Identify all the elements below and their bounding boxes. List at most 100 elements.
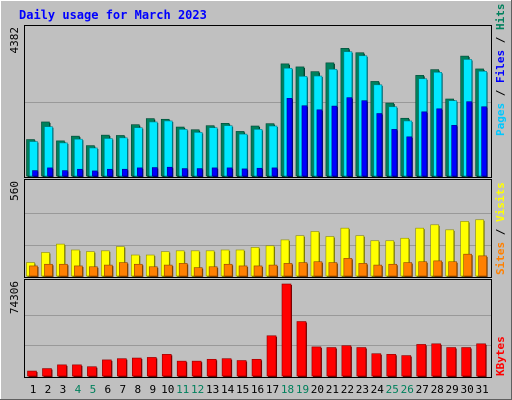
legend-panel-2: Sites / Visits: [494, 182, 507, 275]
sites-bar-day-10: [163, 264, 173, 277]
sites-bar-day-12: [193, 267, 203, 277]
x-tick-label-day-17: 17: [266, 383, 279, 396]
sites-bar-day-25: [388, 263, 398, 277]
kbytes-bar-day-7: [117, 358, 127, 377]
pages-bar-day-11: [181, 168, 188, 177]
sites-bar-day-20: [313, 261, 323, 277]
kbytes-bar-day-24: [371, 353, 382, 377]
legend-files: Files: [494, 50, 507, 83]
kbytes-bar-day-29: [446, 347, 456, 377]
kbytes-bar-day-22: [341, 345, 352, 377]
pages-bar-day-3: [62, 170, 68, 177]
x-tick-label-day-10: 10: [161, 383, 174, 396]
kbytes-bar-day-14: [221, 358, 232, 377]
sites-bar-day-11: [178, 263, 188, 277]
x-tick-label-day-19: 19: [296, 383, 309, 396]
x-tick-label-day-27: 27: [416, 383, 429, 396]
pages-bar-day-27: [421, 111, 428, 177]
kbytes-bar-day-8: [131, 357, 142, 377]
x-tick-label-day-20: 20: [311, 383, 324, 396]
sites-bar-day-5: [89, 266, 98, 277]
pages-bar-day-22: [346, 97, 353, 177]
legend-visits: Visits: [494, 182, 507, 222]
sites-bar-day-26: [403, 262, 413, 277]
sites-bar-day-16: [253, 265, 263, 277]
x-tick-label-day-23: 23: [356, 383, 369, 396]
sites-bar-day-1: [29, 265, 38, 277]
x-tick-label-day-7: 7: [120, 383, 127, 396]
x-tick-label-day-12: 12: [191, 383, 204, 396]
sites-bar-day-29: [448, 261, 457, 277]
pages-bar-day-2: [47, 167, 53, 177]
panel-2-frame: [24, 179, 492, 278]
x-tick-label-day-28: 28: [431, 383, 444, 396]
x-tick-label-day-3: 3: [60, 383, 67, 396]
kbytes-bar-day-5: [87, 366, 97, 377]
legend-separator: /: [494, 30, 507, 50]
x-tick-label-day-31: 31: [475, 383, 488, 396]
pages-bar-day-15: [241, 168, 248, 177]
pages-bar-day-12: [196, 168, 203, 177]
panel-2-ymax-label: 560: [8, 181, 21, 201]
kbytes-bar-day-20: [311, 346, 322, 377]
pages-bar-day-13: [211, 167, 218, 177]
sites-bar-day-31: [478, 255, 487, 277]
x-tick-label-day-26: 26: [401, 383, 414, 396]
sites-bar-day-17: [268, 264, 278, 277]
kbytes-bar-day-30: [461, 347, 471, 377]
panel-1-ymax-label: 4382: [8, 27, 21, 54]
pages-bar-day-20: [316, 109, 323, 177]
legend-separator: /: [494, 222, 507, 242]
pages-bar-day-17: [271, 167, 278, 177]
kbytes-bar-day-21: [326, 347, 337, 377]
panel-1-frame: [24, 25, 492, 178]
sites-bar-day-9: [148, 266, 158, 277]
kbytes-bar-day-25: [386, 354, 397, 377]
pages-bar-day-16: [256, 167, 263, 177]
pages-bar-day-25: [391, 129, 398, 177]
legend-panel-1: Pages / Files / Hits: [494, 4, 507, 137]
x-tick-label-day-21: 21: [326, 383, 339, 396]
x-tick-label-day-25: 25: [386, 383, 399, 396]
legend-pages: Pages: [494, 103, 507, 136]
sites-bar-day-23: [358, 263, 368, 277]
pages-bar-day-30: [466, 101, 472, 177]
sites-bar-day-28: [433, 260, 442, 277]
legend-kbytes: KBytes: [494, 336, 507, 376]
pages-bar-day-19: [301, 105, 308, 177]
pages-bar-day-24: [376, 113, 383, 177]
x-tick-label-day-29: 29: [446, 383, 459, 396]
kbytes-bar-day-19: [296, 321, 307, 377]
legend-separator: /: [494, 83, 507, 103]
x-tick-label-day-18: 18: [281, 383, 294, 396]
kbytes-bar-day-9: [146, 357, 157, 377]
pages-bar-day-29: [451, 125, 457, 177]
sites-bar-day-24: [373, 264, 383, 277]
pages-bar-day-28: [436, 108, 442, 177]
pages-bar-day-18: [286, 98, 293, 177]
sites-bar-day-13: [208, 266, 218, 277]
sites-bar-day-8: [133, 263, 143, 277]
sites-bar-day-30: [463, 253, 472, 277]
pages-bar-day-26: [406, 136, 413, 177]
kbytes-bar-day-4: [72, 364, 82, 377]
x-tick-label-day-15: 15: [236, 383, 249, 396]
x-tick-label-day-13: 13: [206, 383, 219, 396]
kbytes-bar-day-31: [476, 343, 486, 377]
kbytes-bar-day-12: [191, 360, 202, 377]
x-tick-label-day-4: 4: [75, 383, 82, 396]
x-tick-label-day-5: 5: [90, 383, 97, 396]
kbytes-bar-day-17: [266, 335, 277, 377]
sites-bar-day-19: [298, 262, 308, 277]
sites-bar-day-7: [119, 262, 128, 277]
kbytes-bar-day-26: [401, 355, 412, 377]
sites-bar-day-27: [418, 261, 428, 277]
x-tick-label-day-2: 2: [45, 383, 52, 396]
kbytes-bar-day-18: [281, 283, 292, 377]
pages-bar-day-4: [77, 168, 83, 177]
panel-3-frame: [24, 279, 492, 378]
sites-bar-day-18: [283, 263, 293, 277]
x-tick-label-day-6: 6: [105, 383, 112, 396]
